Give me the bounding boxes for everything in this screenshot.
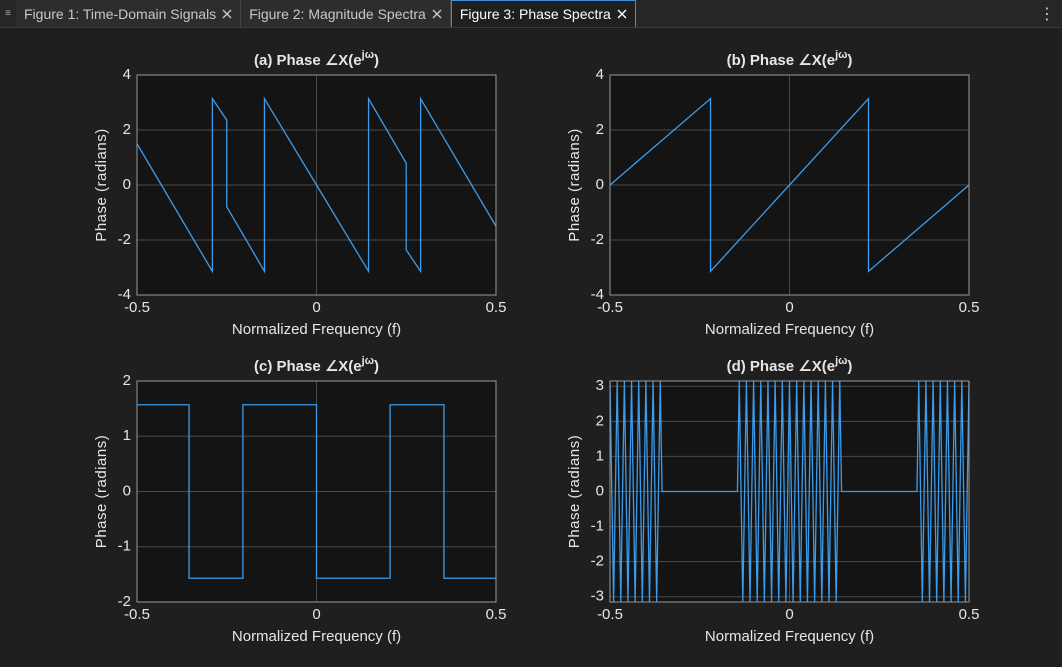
y-axis-label: Phase (radians) [93,435,110,548]
x-tick-label: -0.5 [597,606,623,623]
axes-frame [136,380,497,603]
menu-icon[interactable]: ≡ [5,8,11,19]
x-tick-label: 0.5 [486,606,507,623]
y-tick-label: 2 [596,412,604,429]
title-text: (a) Phase ∠X(e [254,52,362,69]
title-text: (c) Phase ∠X(e [254,358,362,375]
y-tick-label: 2 [596,121,604,138]
data-line [609,96,970,274]
figure: -4 -2 0 2 4 -0.5 0 0.5 Normalized Frequency (f) P… [93,49,979,645]
title-superscript: jω [361,49,374,61]
y-tick-label: 2 [123,121,131,138]
title-close: ) [847,52,852,69]
y-tick-label: 2 [123,372,131,389]
y-tick-label: -4 [591,286,604,303]
tab-label: Figure 1: Time-Domain Signals [24,5,217,22]
y-tick-label: 0 [596,176,604,193]
more-menu[interactable]: ⋮ [1039,5,1055,23]
tab-label: Figure 3: Phase Spectra [459,6,611,22]
x-tick-label: 0.5 [486,299,507,316]
y-tick-label: -2 [118,231,131,248]
subplot: -4 -2 0 2 4 -0.5 0 0.5 Normalized Frequency (f) P… [93,49,506,338]
x-tick-label: -0.5 [124,606,150,623]
x-tick-label: 0 [312,299,320,316]
close-icon[interactable] [617,9,627,19]
y-axis-label: Phase (radians) [93,128,110,241]
tab[interactable]: Figure 3: Phase Spectra [450,0,636,27]
y-axis-label: Phase (radians) [566,435,583,548]
data-line [136,96,497,274]
x-tick-label: -0.5 [124,299,150,316]
chart-title: (c) Phase ∠X(ejω) [254,355,379,375]
subplot: -4 -2 0 2 4 -0.5 0 0.5 Normalized Frequency (f) P… [566,49,979,338]
subplot: -3 -2 -1 0 1 2 3 -0.5 0 0.5 Normalized Frequency (… [566,355,979,645]
x-tick-label: -0.5 [597,299,623,316]
axes-frame [609,380,970,603]
y-tick-label: 0 [596,482,604,499]
tab-bar: ≡ Figure 1: Time-Domain Signals Figure 2… [0,0,1062,28]
close-icon[interactable] [432,9,442,19]
tab[interactable]: Figure 2: Magnitude Spectra [241,0,451,27]
title-superscript: jω [834,355,847,367]
y-tick-label: -2 [591,553,604,570]
title-close: ) [374,52,379,69]
tab-label: Figure 2: Magnitude Spectra [249,5,426,22]
data-line [137,404,496,579]
chart-title: (b) Phase ∠X(ejω) [727,49,853,69]
x-axis-label: Normalized Frequency (f) [232,628,401,645]
title-superscript: jω [834,49,847,61]
subplot: -2 -1 0 1 2 -0.5 0 0.5 Normalized Frequency (f) P… [93,355,506,645]
axes-frame [136,74,497,296]
x-axis-label: Normalized Frequency (f) [705,321,874,338]
title-close: ) [847,358,852,375]
axes-frame [609,74,970,296]
x-axis-label: Normalized Frequency (f) [705,628,874,645]
y-axis-label: Phase (radians) [566,128,583,241]
y-tick-label: -4 [118,286,131,303]
y-tick-label: 4 [596,66,604,83]
title-text: (d) Phase ∠X(e [727,358,835,375]
y-tick-label: -1 [118,538,131,555]
y-tick-label: 1 [123,427,131,444]
x-tick-label: 0 [312,606,320,623]
x-tick-label: 0.5 [959,606,980,623]
x-axis-label: Normalized Frequency (f) [232,321,401,338]
y-tick-label: 4 [123,66,131,83]
chart-title: (a) Phase ∠X(ejω) [254,49,379,69]
title-superscript: jω [361,355,374,367]
x-tick-label: 0 [785,606,793,623]
y-tick-label: 0 [123,482,131,499]
title-text: (b) Phase ∠X(e [727,52,835,69]
x-tick-label: 0 [785,299,793,316]
y-tick-label: 1 [596,447,604,464]
y-tick-label: 3 [596,377,604,394]
tab[interactable]: Figure 1: Time-Domain Signals [16,0,242,27]
close-icon[interactable] [222,9,232,19]
title-close: ) [374,358,379,375]
y-tick-label: -2 [591,231,604,248]
y-tick-label: -3 [591,588,604,605]
y-tick-label: -2 [118,593,131,610]
x-tick-label: 0.5 [959,299,980,316]
chart-title: (d) Phase ∠X(ejω) [727,355,853,375]
y-tick-label: -1 [591,518,604,535]
y-tick-label: 0 [123,176,131,193]
